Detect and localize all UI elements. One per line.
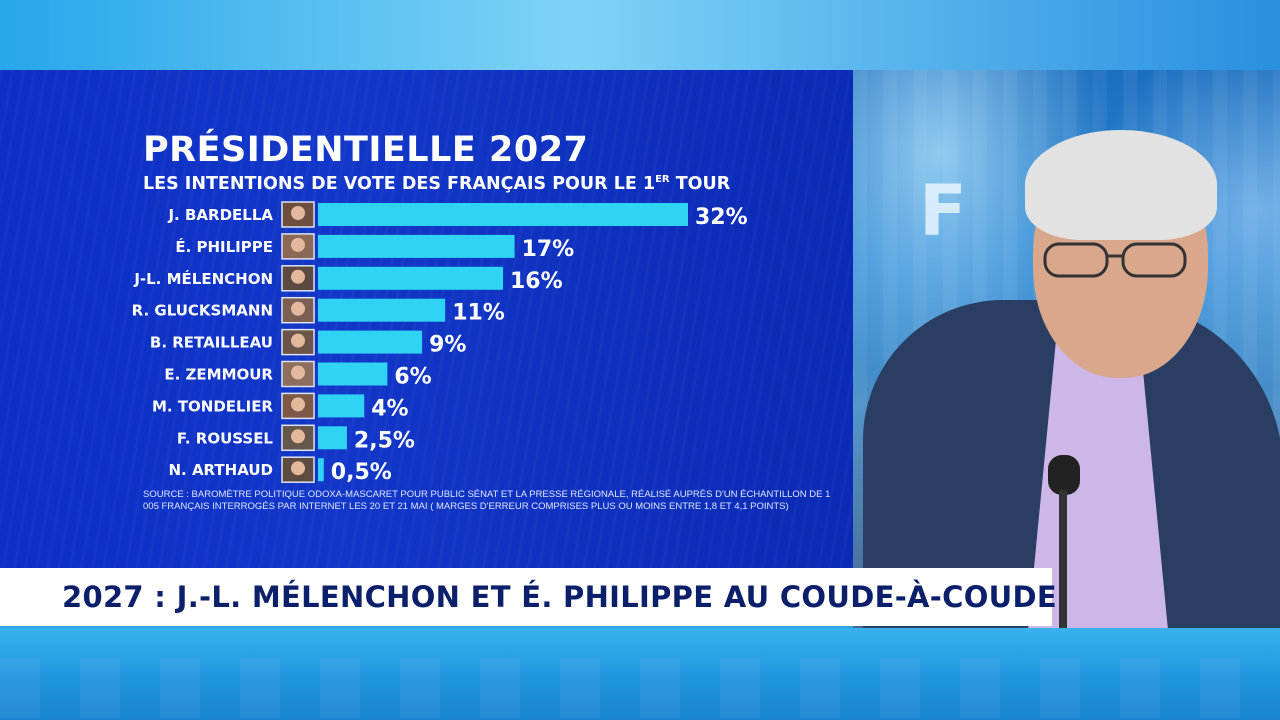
chart-panel: PRÉSIDENTIELLE 2027 LES INTENTIONS DE VO… <box>0 70 853 570</box>
candidate-portrait-face <box>291 333 305 348</box>
glasses-icon <box>1043 242 1187 278</box>
bar-value-label: 6% <box>394 365 431 390</box>
chart-subtitle-sup: ER <box>655 174 670 186</box>
bar <box>318 394 365 418</box>
bar-value-label: 0,5% <box>331 460 392 485</box>
category-label: E. ZEMMOUR <box>164 366 273 384</box>
bar-value-label: 9% <box>429 333 466 358</box>
bar <box>318 203 688 226</box>
category-label: M. TONDELIER <box>152 397 273 415</box>
microphone-icon <box>1048 455 1080 495</box>
candidate-portrait-face <box>291 237 305 252</box>
bar-value-label: 32% <box>695 205 748 230</box>
bar <box>318 266 503 290</box>
candidate-portrait-face <box>291 429 305 444</box>
top-background-band <box>0 0 1280 70</box>
bar-value-label: 4% <box>371 396 408 421</box>
category-label: J-L. MÉLENCHON <box>133 269 273 288</box>
bar <box>318 298 446 322</box>
candidate-portrait-face <box>291 206 305 220</box>
bar-value-label: 2,5% <box>354 428 415 453</box>
bar-chart: J. BARDELLA 32% É. PHILIPPE 17% J-L. MÉLENCH… <box>132 201 748 485</box>
bar-value-label: 16% <box>510 269 563 294</box>
chart-subtitle-main: LES INTENTIONS DE VOTE DES FRANÇAIS POUR… <box>143 174 656 194</box>
chart-subtitle: LES INTENTIONS DE VOTE DES FRANÇAIS POUR… <box>143 174 730 194</box>
chart-source-note: SOURCE : BAROMÈTRE POLITIQUE ODOXA-MASCA… <box>143 489 831 512</box>
chart-title: PRÉSIDENTIELLE 2027 <box>143 130 589 170</box>
studio-logo-letter: F <box>919 170 967 252</box>
chart-subtitle-end: TOUR <box>669 174 731 194</box>
category-label: J. BARDELLA <box>167 206 273 224</box>
bar <box>318 458 324 482</box>
news-ticker: 2027 : J.-L. MÉLENCHON ET É. PHILIPPE AU… <box>0 568 1057 626</box>
bar <box>318 234 515 258</box>
guest-hair <box>1025 130 1217 240</box>
bar <box>318 362 388 386</box>
bar-value-label: 11% <box>452 301 505 326</box>
microphone-stand <box>1059 490 1067 628</box>
bottom-background-band <box>0 628 1280 720</box>
category-label: N. ARTHAUD <box>168 461 273 479</box>
bar <box>318 426 347 450</box>
candidate-portrait-face <box>291 461 305 476</box>
category-label: B. RETAILLEAU <box>150 334 273 352</box>
candidate-portrait-face <box>291 301 305 316</box>
candidate-portrait-face <box>291 397 305 412</box>
candidate-portrait-face <box>291 365 305 380</box>
candidate-portrait-face <box>291 269 305 284</box>
guest-photo: F <box>853 70 1280 628</box>
category-label: F. ROUSSEL <box>177 429 274 447</box>
bar-value-label: 17% <box>522 237 575 262</box>
ticker-headline: 2027 : J.-L. MÉLENCHON ET É. PHILIPPE AU… <box>62 580 1057 614</box>
category-label: É. PHILIPPE <box>175 237 273 256</box>
category-label: R. GLUCKSMANN <box>132 302 273 320</box>
bar <box>318 330 423 354</box>
